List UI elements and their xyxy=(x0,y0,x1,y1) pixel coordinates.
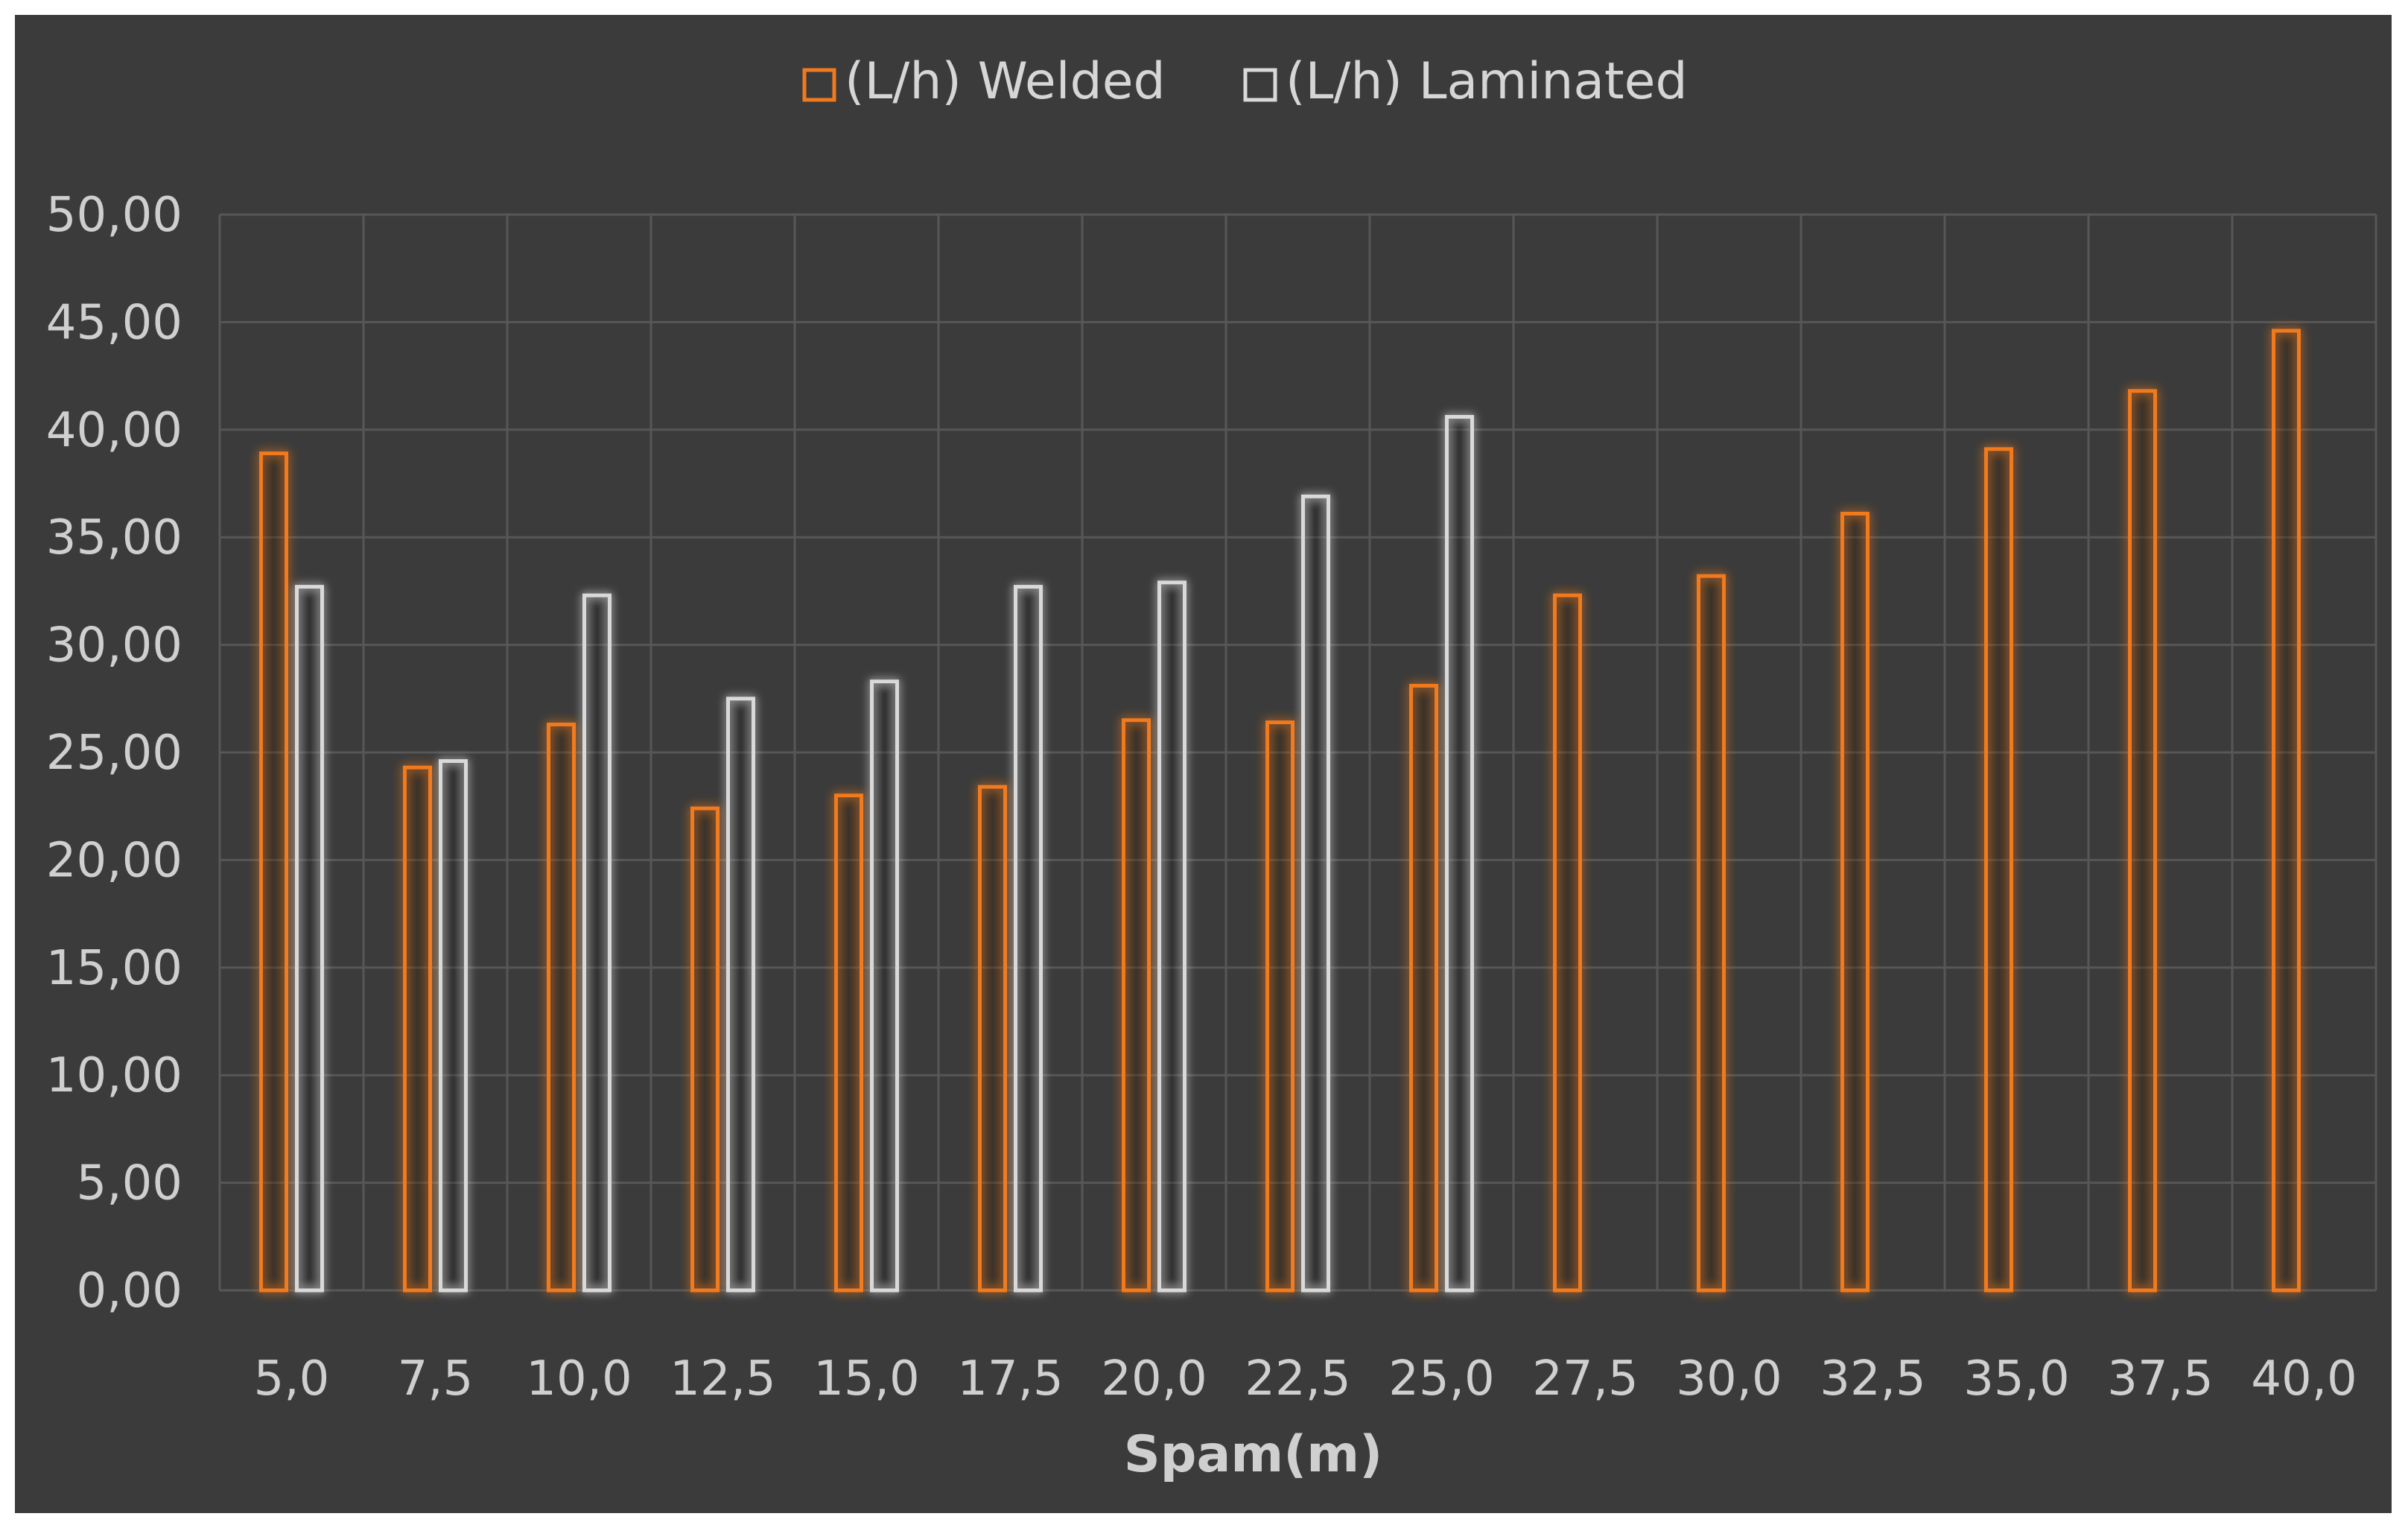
x-tick-label: 40,0 xyxy=(2251,1351,2357,1407)
y-tick-label: 5,00 xyxy=(77,1156,183,1211)
x-axis-title: Spam(m) xyxy=(1124,1425,1382,1484)
y-tick-label: 40,00 xyxy=(46,403,182,458)
x-axis-tick-labels: 5,0 7,5 10,0 12,5 15,0 17,5 20,0 22,5 25,0 27,5 30… xyxy=(254,1351,2357,1407)
y-axis-tick-labels: 0,00 5,00 10,00 15,00 20,00 25,00 30,00 35,00 40… xyxy=(46,188,182,1319)
bar-welded xyxy=(547,722,576,1293)
bar-welded xyxy=(978,784,1007,1293)
x-tick-label: 25,0 xyxy=(1388,1351,1495,1407)
bar-welded xyxy=(690,806,719,1293)
x-tick-label: 30,0 xyxy=(1676,1351,1782,1407)
x-tick-label: 10,0 xyxy=(526,1351,632,1407)
x-tick-label: 20,0 xyxy=(1101,1351,1207,1407)
legend: (L/h) Welded (L/h) Laminated xyxy=(802,52,1688,111)
y-tick-label: 35,00 xyxy=(46,510,182,565)
x-tick-label: 7,5 xyxy=(398,1351,474,1407)
bar-welded xyxy=(2272,329,2301,1293)
bar-laminated xyxy=(582,593,611,1293)
y-tick-label: 25,00 xyxy=(46,726,182,781)
y-tick-label: 50,00 xyxy=(46,188,182,243)
x-tick-label: 37,5 xyxy=(2107,1351,2214,1407)
bar-welded xyxy=(1122,718,1151,1293)
x-tick-label: 15,0 xyxy=(813,1351,920,1407)
y-tick-label: 30,00 xyxy=(46,618,182,673)
x-tick-label: 22,5 xyxy=(1245,1351,1351,1407)
legend-label: (L/h) Welded xyxy=(845,52,1166,111)
bar-welded xyxy=(1265,720,1294,1293)
x-tick-label: 5,0 xyxy=(254,1351,330,1407)
bar-welded xyxy=(1697,574,1726,1293)
grid-lines xyxy=(218,213,2377,1292)
x-tick-label: 17,5 xyxy=(957,1351,1064,1407)
bar-laminated xyxy=(726,697,755,1293)
bar-welded xyxy=(1984,447,2013,1293)
y-tick-label: 20,00 xyxy=(46,833,182,888)
legend-label: (L/h) Laminated xyxy=(1286,52,1688,111)
bar-laminated xyxy=(295,585,324,1293)
bar-welded xyxy=(259,451,288,1293)
x-tick-label: 35,0 xyxy=(1963,1351,2070,1407)
bar-welded xyxy=(403,765,432,1293)
y-tick-label: 10,00 xyxy=(46,1048,182,1103)
bar-laminated xyxy=(439,759,468,1293)
bars xyxy=(259,329,2301,1293)
bar-welded xyxy=(1409,683,1438,1293)
y-tick-label: 15,00 xyxy=(46,941,182,996)
bar-welded xyxy=(1553,593,1582,1293)
bar-laminated xyxy=(1014,585,1043,1293)
chart-frame: 0,00 5,00 10,00 15,00 20,00 25,00 30,00 35,00 40… xyxy=(15,15,2392,1513)
y-tick-label: 45,00 xyxy=(46,295,182,350)
legend-swatch xyxy=(1243,68,1277,102)
x-tick-label: 27,5 xyxy=(1532,1351,1639,1407)
x-tick-label: 32,5 xyxy=(1820,1351,1926,1407)
bar-welded xyxy=(1840,511,1869,1293)
y-tick-label: 0,00 xyxy=(77,1264,183,1319)
x-tick-label: 12,5 xyxy=(670,1351,776,1407)
bar-welded xyxy=(834,793,863,1293)
bar-laminated xyxy=(870,679,899,1293)
legend-swatch xyxy=(802,68,836,102)
bar-laminated xyxy=(1301,494,1330,1293)
bar-chart: 0,00 5,00 10,00 15,00 20,00 25,00 30,00 35,00 40… xyxy=(46,52,2377,1484)
bar-laminated xyxy=(1157,580,1186,1293)
bar-welded xyxy=(2128,389,2157,1293)
bar-laminated xyxy=(1445,414,1474,1293)
